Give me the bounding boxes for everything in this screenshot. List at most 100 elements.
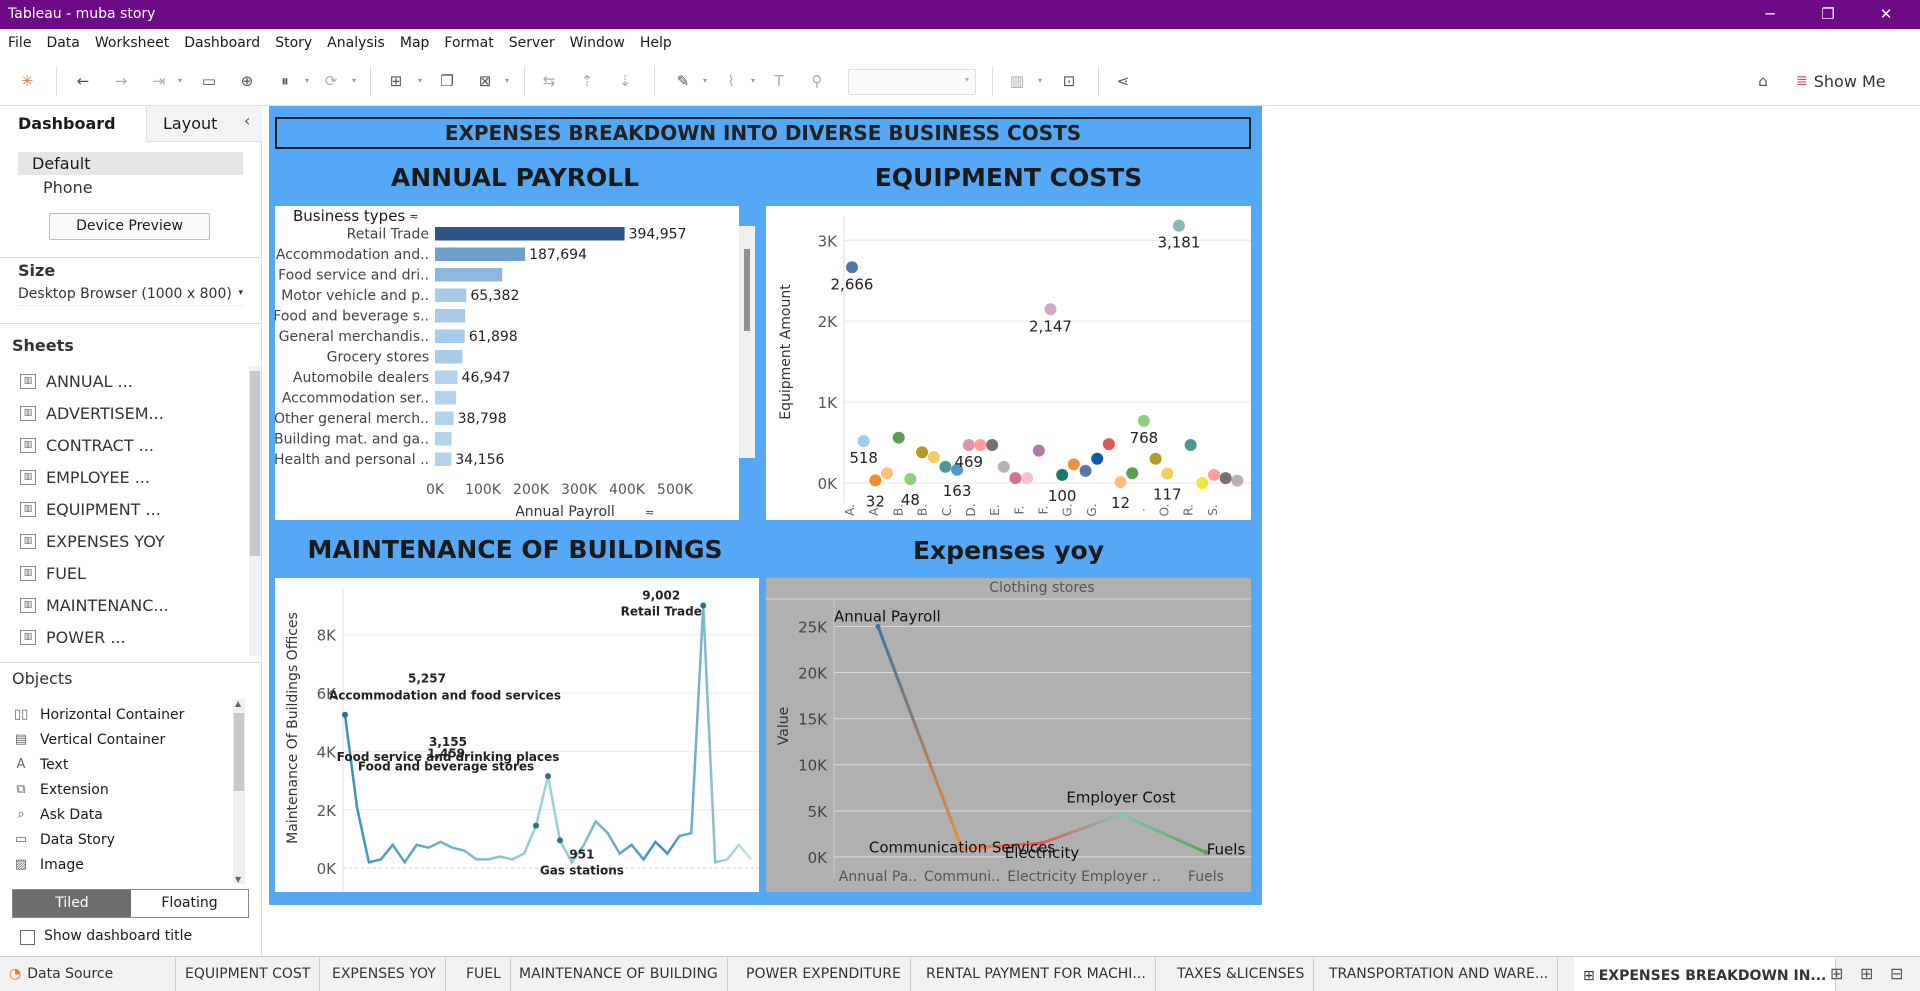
floating-button[interactable]: Floating — [161, 895, 218, 911]
business-types-header[interactable]: Business types ≂ — [293, 207, 418, 225]
maintenance-sheet[interactable]: 0K 2K 4K 6K 8K Maintenance Of Buildings Offic… — [275, 578, 759, 892]
object-vertical-container[interactable]: ▤ Vertical Container — [14, 727, 165, 752]
refresh-icon[interactable]: ⟳ — [324, 72, 338, 90]
device-default[interactable]: Default — [18, 152, 243, 175]
tab-maintenance-of-building[interactable]: MAINTENANCE OF BUILDING — [510, 957, 728, 991]
tab-expenses-breakdown[interactable]: ⊞ EXPENSES BREAKDOWN IN... — [1574, 957, 1837, 991]
restore-button[interactable]: ❐ — [1821, 5, 1835, 23]
swap-rows-columns-icon[interactable]: ⇆ — [542, 72, 556, 90]
tab-data-source[interactable]: ◔ Data Source — [0, 957, 176, 991]
object-extension[interactable]: ⧉ Extension — [14, 777, 108, 802]
annotation-value: 1,459 — [427, 747, 465, 761]
device-preview-button[interactable]: Device Preview — [49, 213, 210, 240]
x-tick-label: G. — [1085, 503, 1099, 516]
swap-dropdown-icon[interactable]: ▾ — [178, 76, 183, 85]
pause-updates-icon[interactable]: ⏸ — [281, 72, 289, 90]
objects-scrollbar[interactable]: ▲ ▼ — [233, 699, 245, 884]
minimize-button[interactable]: ─ — [1765, 5, 1775, 23]
tab-equipment-cost[interactable]: EQUIPMENT COST — [176, 957, 321, 991]
new-dashboard-tab-icon[interactable]: ⊞ — [1860, 964, 1874, 983]
equipment-costs-sheet[interactable]: 0K 1K 2K 3K Equipment Amount 2,666 518 32 48 163 4… — [766, 206, 1251, 520]
menu-format[interactable]: Format — [444, 34, 494, 51]
format-painter-icon[interactable]: ⌂ — [1758, 72, 1768, 90]
show-dashboard-title-checkbox[interactable] — [20, 930, 35, 945]
sort-descending-icon[interactable]: ⇣ — [618, 72, 632, 90]
group-icon[interactable]: ⌇ — [727, 72, 735, 90]
pause-dropdown-icon[interactable]: ▾ — [305, 76, 310, 85]
sheet-item[interactable]: ▥ MAINTENANC... — [20, 589, 169, 621]
tab-taxes-licenses[interactable]: TAXES &LICENSES — [1168, 957, 1315, 991]
object-ask-data[interactable]: ⌕ Ask Data — [14, 802, 103, 827]
object-label: Data Story — [40, 831, 115, 848]
new-worksheet-icon[interactable]: ⊞ — [389, 72, 403, 90]
sheet-item[interactable]: ▥ CONTRACT ... — [20, 429, 154, 461]
expenses-yoy-sheet[interactable]: Clothing stores 0K 5K 10K 15K 20K 25K Value Annu… — [766, 578, 1251, 892]
tab-dashboard[interactable]: Dashboard — [0, 106, 146, 142]
menu-data[interactable]: Data — [46, 34, 80, 51]
annual-payroll-sheet[interactable]: Business types ≂ Retail Trade 394,957 Accom… — [275, 206, 755, 520]
payroll-scrollbar[interactable] — [739, 226, 755, 458]
undo-icon[interactable]: ← — [76, 72, 90, 90]
cards-dropdown-icon[interactable]: ▾ — [1038, 76, 1043, 85]
menu-server[interactable]: Server — [508, 34, 555, 51]
clear-dropdown-icon[interactable]: ▾ — [505, 76, 510, 85]
sort-ascending-icon[interactable]: ⇡ — [580, 72, 594, 90]
tab-transportation[interactable]: TRANSPORTATION AND WARE... — [1320, 957, 1559, 991]
sort-icon[interactable]: ≂ — [409, 209, 419, 223]
new-data-source-icon[interactable]: ⊕ — [240, 72, 254, 90]
sheet-item[interactable]: ▥ FUEL — [20, 557, 86, 589]
object-image[interactable]: ▨ Image — [14, 852, 84, 877]
highlight-dropdown-icon[interactable]: ▾ — [703, 76, 708, 85]
tableau-logo-icon[interactable]: ✳ — [20, 72, 34, 90]
menu-dashboard[interactable]: Dashboard — [184, 34, 261, 51]
size-dropdown[interactable]: Desktop Browser (1000 x 800) ▾ — [18, 286, 243, 306]
scroll-down-icon[interactable]: ▼ — [235, 875, 242, 884]
show-labels-icon[interactable]: T — [774, 72, 784, 90]
menu-help[interactable]: Help — [639, 34, 672, 51]
tab-expenses-yoy[interactable]: EXPENSES YOY — [323, 957, 446, 991]
highlight-icon[interactable]: ✎ — [676, 72, 690, 90]
tab-fuel[interactable]: FUEL — [457, 957, 511, 991]
swap-icon[interactable]: ⇥ — [152, 72, 166, 90]
x-tick-label: D. — [964, 503, 978, 516]
redo-icon[interactable]: → — [114, 72, 128, 90]
fix-axes-icon[interactable]: ⚲ — [811, 72, 823, 90]
sheet-item[interactable]: ▥ ANNUAL ... — [20, 365, 133, 397]
sheet-item[interactable]: ▥ POWER ... — [20, 621, 126, 653]
sheet-item[interactable]: ▥ EQUIPMENT ... — [20, 493, 161, 525]
tiled-button[interactable]: Tiled — [13, 890, 131, 917]
object-text[interactable]: A Text — [14, 752, 69, 777]
menu-window[interactable]: Window — [569, 34, 625, 51]
tab-layout[interactable]: Layout — [146, 106, 262, 142]
menu-file[interactable]: File — [8, 34, 32, 51]
menu-map[interactable]: Map — [399, 34, 430, 51]
show-me-button[interactable]: ≣ Show Me — [1796, 68, 1886, 94]
new-story-tab-icon[interactable]: ⊟ — [1890, 964, 1904, 983]
duplicate-sheet-icon[interactable]: ❐ — [440, 72, 454, 90]
show-cards-icon[interactable]: ▥ — [1009, 72, 1025, 90]
menu-analysis[interactable]: Analysis — [327, 34, 385, 51]
new-worksheet-tab-icon[interactable]: ⊞ — [1830, 964, 1844, 983]
sheet-item[interactable]: ▥ EXPENSES YOY — [20, 525, 165, 557]
new-worksheet-dropdown-icon[interactable]: ▾ — [418, 76, 423, 85]
save-icon[interactable]: ▭ — [201, 72, 217, 90]
object-horizontal-container[interactable]: ▯▯ Horizontal Container — [14, 702, 184, 727]
collapse-pane-icon[interactable]: ‹ — [244, 111, 251, 130]
sheets-scrollbar[interactable] — [249, 366, 261, 656]
presentation-mode-icon[interactable]: ⊡ — [1062, 72, 1076, 90]
object-data-story[interactable]: ▭ Data Story — [14, 827, 115, 852]
menu-worksheet[interactable]: Worksheet — [94, 34, 170, 51]
device-phone[interactable]: Phone — [43, 178, 93, 197]
refresh-dropdown-icon[interactable]: ▾ — [352, 76, 357, 85]
share-icon[interactable]: ⋖ — [1116, 72, 1130, 90]
tab-rental-payment[interactable]: RENTAL PAYMENT FOR MACHI... — [917, 957, 1156, 991]
close-button[interactable]: ✕ — [1879, 5, 1893, 23]
group-dropdown-icon[interactable]: ▾ — [751, 76, 756, 85]
scroll-up-icon[interactable]: ▲ — [235, 699, 242, 708]
fit-dropdown[interactable]: ▾ — [848, 69, 976, 95]
sheet-item[interactable]: ▥ ADVERTISEM... — [20, 397, 164, 429]
clear-sheet-icon[interactable]: ⊠ — [478, 72, 492, 90]
sheet-item[interactable]: ▥ EMPLOYEE ... — [20, 461, 150, 493]
tab-power-expenditure[interactable]: POWER EXPENDITURE — [737, 957, 911, 991]
menu-story[interactable]: Story — [275, 34, 313, 51]
